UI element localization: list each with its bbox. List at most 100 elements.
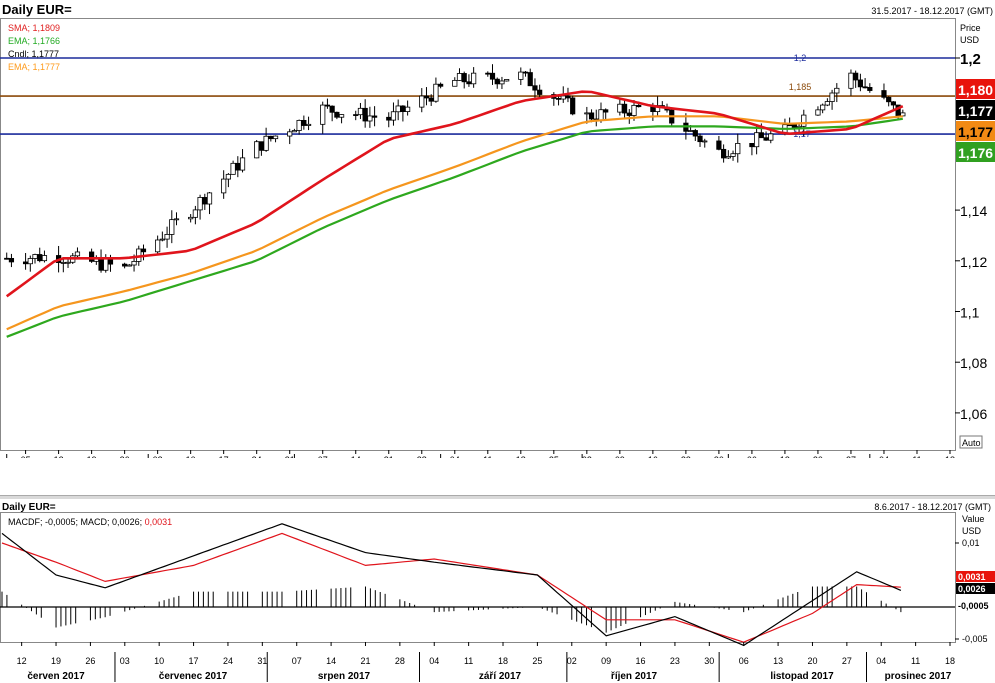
candle-body <box>254 141 260 159</box>
x-tick-label: 12 <box>54 455 64 458</box>
price-badge-text: 1,177 <box>958 103 993 119</box>
macd-x-tick-label: 02 <box>567 656 577 666</box>
x-tick-label: 13 <box>780 455 790 458</box>
candle-body <box>419 95 425 108</box>
candle-body <box>527 72 533 87</box>
candle-body <box>197 197 203 211</box>
candle-body <box>334 111 340 118</box>
x-tick-label: 24 <box>252 455 262 458</box>
candle-body <box>824 101 830 106</box>
candle-body <box>725 156 731 159</box>
x-tick-label: 31 <box>285 455 295 458</box>
macd-badge: 0,0026 <box>956 583 995 594</box>
auto-button-label: Auto <box>962 438 981 448</box>
candle-body <box>570 97 576 115</box>
candle-body <box>631 104 637 116</box>
candle-body <box>438 83 444 87</box>
candle-body <box>89 251 95 262</box>
price-badge-bg <box>956 142 995 162</box>
macd-chart[interactable]: Value USD 0,01 -0,005 0,0031 0,0026 -0,0005 12 1… <box>0 512 995 683</box>
candle-body <box>235 162 241 171</box>
candle-body <box>626 112 632 116</box>
candle-body <box>848 72 854 89</box>
candle-body <box>532 85 538 91</box>
candle-body <box>555 97 562 100</box>
macd-badge-text: 0,0026 <box>958 584 986 594</box>
candle-body <box>122 263 128 267</box>
macd-badge: 0,0031 <box>956 571 995 582</box>
price-badge: 1,180 <box>956 79 995 99</box>
macd-month-label: listopad 2017 <box>770 671 834 682</box>
price-chart[interactable]: 1,21,1851,171,21,141,121,11,081,06PriceU… <box>0 18 995 458</box>
candle-body <box>485 72 491 75</box>
candle-body <box>329 105 335 113</box>
macd-date-range: 8.6.2017 - 18.12.2017 (GMT) <box>874 502 991 512</box>
candle-body <box>598 109 604 121</box>
candle-body <box>103 258 109 271</box>
candle-body <box>423 95 430 99</box>
candle-body <box>428 97 434 102</box>
candle-body <box>357 107 364 116</box>
x-tick-label: 06 <box>747 455 757 458</box>
candle-body <box>721 148 727 159</box>
y-axis-unit: USD <box>960 35 980 45</box>
candle-body <box>338 114 345 118</box>
macd-y-tick-label: 0,01 <box>962 538 980 548</box>
macd-x-tick-label: 14 <box>326 656 336 666</box>
legend-entry: SMA; 1,1809 <box>8 23 61 33</box>
macd-line <box>1 523 902 647</box>
macd-title: Daily EUR= <box>2 502 56 513</box>
candle-body <box>754 132 760 148</box>
moving-average-line <box>6 117 903 338</box>
price-badge-bg <box>956 100 995 120</box>
macd-x-tick-label: 25 <box>532 656 542 666</box>
x-tick-label: 05 <box>21 455 31 458</box>
candle-body <box>41 255 48 262</box>
candle-body <box>456 73 463 81</box>
x-tick-label: 16 <box>648 455 658 458</box>
signal-legend-value: 0,0031 <box>144 517 173 527</box>
x-tick-label: 27 <box>846 455 856 458</box>
horizontal-line-label: 1,2 <box>794 53 807 63</box>
candle-body <box>867 87 873 91</box>
x-tick-label: 04 <box>450 455 460 458</box>
macd-month-label: prosinec 2017 <box>885 671 952 682</box>
candle-body <box>692 130 698 137</box>
candle-body <box>900 112 906 117</box>
chart-title: Daily EUR= <box>2 2 72 17</box>
candles-group <box>4 64 906 273</box>
macd-x-tick-label: 11 <box>464 656 473 666</box>
macd-x-tick-label: 09 <box>601 656 611 666</box>
candle-body <box>617 103 623 113</box>
candle-body <box>324 104 331 107</box>
macd-x-tick-label: 06 <box>739 656 749 666</box>
macd-x-tick-label: 10 <box>154 656 164 666</box>
x-tick-label: 11 <box>912 455 921 458</box>
x-tick-label: 03 <box>153 455 163 458</box>
y-axis-title: Price <box>960 23 981 33</box>
candle-body <box>758 132 764 139</box>
candle-body <box>862 86 868 89</box>
auto-button[interactable]: Auto <box>959 435 983 449</box>
candle-body <box>296 119 302 131</box>
macd-x-tick-label: 07 <box>292 656 302 666</box>
candle-body <box>268 135 274 140</box>
candle-body <box>890 101 897 106</box>
x-tick-label: 28 <box>417 455 427 458</box>
macd-month-label: srpen 2017 <box>318 671 371 682</box>
candle-body <box>815 109 821 116</box>
candle-body <box>188 216 194 220</box>
price-badge: 1,177 <box>956 100 995 120</box>
candle-body <box>489 72 496 80</box>
candle-body <box>702 140 708 143</box>
macd-axis-title: Value <box>962 514 984 524</box>
candle-body <box>272 135 279 140</box>
candle-body <box>155 239 161 253</box>
x-tick-label: 18 <box>516 455 526 458</box>
x-tick-label: 18 <box>945 455 955 458</box>
candle-body <box>395 105 401 113</box>
macd-month-label: červen 2017 <box>27 671 85 682</box>
macd-legend-value: MACD; 0,0026; <box>80 517 143 527</box>
candle-body <box>433 83 439 102</box>
date-range: 31.5.2017 - 18.12.2017 (GMT) <box>871 6 993 16</box>
